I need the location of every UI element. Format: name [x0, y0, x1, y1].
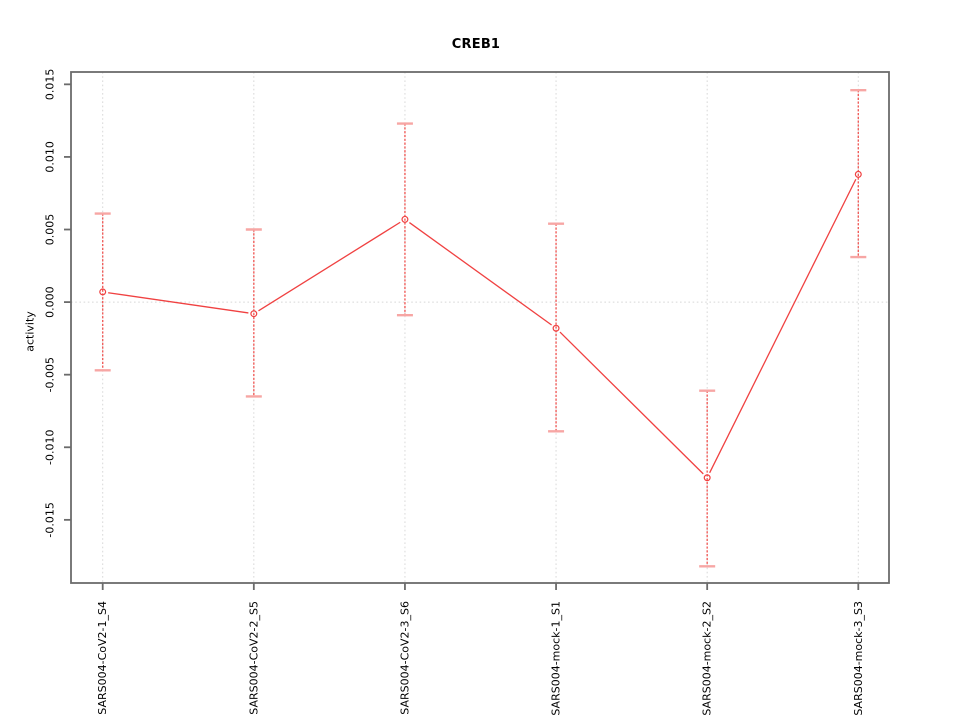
data-point: [552, 324, 560, 332]
series-segment: [108, 292, 249, 314]
series-segment: [409, 222, 552, 326]
series-segment: [709, 178, 857, 474]
y-tick-label: -0.010: [44, 430, 57, 465]
data-point: [854, 170, 862, 178]
y-axis-label: activity: [24, 311, 37, 352]
data-point: [250, 310, 258, 318]
data-point: [703, 474, 711, 482]
y-tick-label: 0.000: [44, 286, 57, 318]
y-tick-label: 0.010: [44, 141, 57, 173]
y-tick-label: -0.015: [44, 502, 57, 537]
x-tick-label: SARS004-CoV2-3_S6: [398, 601, 411, 715]
x-tick-label: SARS004-CoV2-1_S4: [96, 601, 109, 715]
data-point: [99, 288, 107, 296]
y-tick-label: 0.005: [44, 214, 57, 246]
y-tick-label: 0.015: [44, 69, 57, 101]
chart-title: CREB1: [451, 37, 501, 52]
x-tick-label: SARS004-mock-3_S3: [852, 601, 865, 716]
x-tick-label: SARS004-mock-2_S2: [701, 601, 714, 716]
x-tick-label: SARS004-CoV2-2_S5: [247, 601, 260, 715]
plot-box: [70, 71, 890, 584]
series-segment: [258, 221, 401, 312]
series-segment: [559, 331, 704, 475]
y-tick-label: -0.005: [44, 357, 57, 392]
x-tick-label: SARS004-mock-1_S1: [550, 601, 563, 716]
data-point: [401, 215, 409, 223]
